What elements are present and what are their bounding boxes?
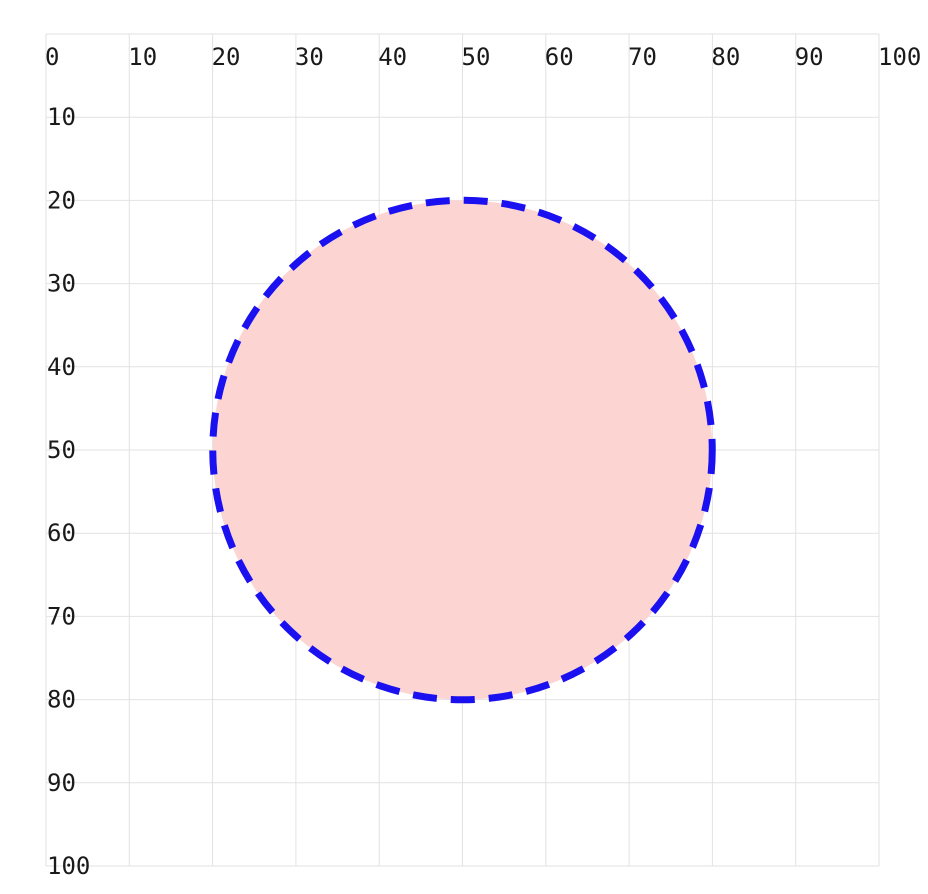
y-tick-label: 60: [47, 519, 76, 547]
y-tick-label: 100: [47, 852, 90, 880]
y-tick-label: 30: [47, 270, 76, 298]
y-tick-label: 10: [47, 103, 76, 131]
x-tick-label: 0: [45, 43, 59, 71]
x-tick-label: 50: [462, 43, 491, 71]
y-axis-labels: 10 20 30 40 50 60 70 80 90 100: [47, 103, 90, 880]
circle-shape: [209, 196, 716, 704]
y-tick-label: 50: [47, 436, 76, 464]
x-tick-label: 60: [545, 43, 574, 71]
y-tick-label: 70: [47, 602, 76, 630]
x-tick-label: 100: [878, 43, 921, 71]
x-tick-label: 20: [212, 43, 241, 71]
x-tick-label: 80: [711, 43, 740, 71]
x-axis-labels: 0 10 20 30 40 50 60 70 80 90 100: [45, 43, 921, 71]
y-tick-label: 40: [47, 353, 76, 381]
x-tick-label: 90: [795, 43, 824, 71]
x-tick-label: 70: [628, 43, 657, 71]
x-tick-label: 30: [295, 43, 324, 71]
shape-layer: [209, 196, 716, 704]
y-tick-label: 80: [47, 686, 76, 714]
y-tick-label: 90: [47, 769, 76, 797]
x-tick-label: 40: [378, 43, 407, 71]
x-tick-label: 10: [128, 43, 157, 71]
y-tick-label: 20: [47, 186, 76, 214]
